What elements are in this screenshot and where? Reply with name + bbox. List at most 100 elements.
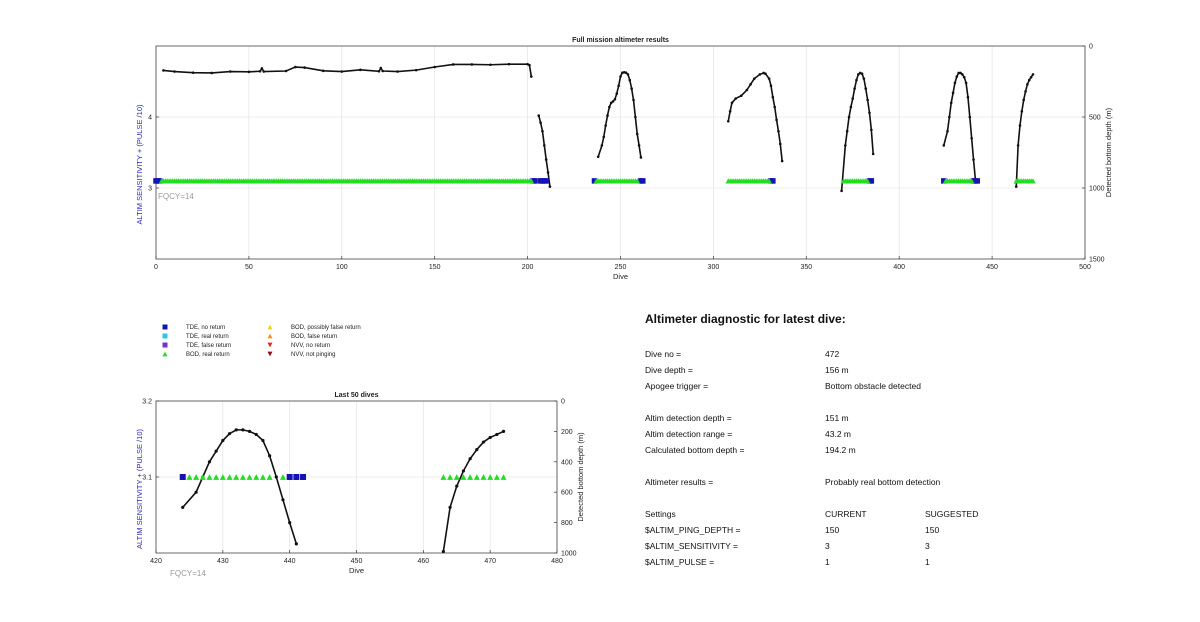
depth-point [495, 432, 499, 437]
depth-point [1022, 98, 1025, 102]
plot-frame [155, 45, 1086, 260]
depth-point [845, 129, 849, 133]
settings-header-suggested: SUGGESTED [925, 509, 979, 519]
settings-header-label: Settings [645, 509, 676, 519]
depth-point [173, 70, 176, 73]
depth-line-segment [163, 63, 533, 77]
bod-real-return-marker [493, 474, 500, 480]
depth-point [258, 69, 262, 73]
legend-bod-false-return-marker [267, 333, 273, 339]
depth-point [857, 73, 860, 76]
legend-bod-possibly-false-return-marker [267, 324, 273, 330]
depth-point [758, 73, 762, 76]
tde-no-return-marker [532, 178, 538, 184]
depth-point [539, 121, 542, 124]
x-tick-label: 250 [615, 264, 627, 271]
depth-point [541, 129, 544, 133]
diag-label-results: Altimeter results = [645, 477, 714, 487]
depth-point [726, 119, 730, 123]
bod-real-return-marker [480, 474, 487, 480]
depth-point [1018, 124, 1022, 127]
depth-point [448, 505, 452, 509]
x-tick-label: 430 [217, 558, 229, 565]
depth-point [611, 100, 615, 103]
y-right-tick-label: 1000 [1089, 186, 1105, 193]
depth-point [340, 70, 344, 73]
diag-label-detection-depth: Altim detection depth = [645, 413, 732, 423]
x-tick-label: 0 [154, 264, 158, 271]
depth-point [866, 98, 869, 102]
depth-point [855, 78, 858, 82]
depth-point [964, 81, 968, 85]
x-tick-label: 350 [800, 264, 812, 271]
depth-point [207, 460, 212, 464]
depth-point [617, 84, 620, 88]
diag-label-bottom-depth: Calculated bottom depth = [645, 445, 745, 455]
depth-point [546, 171, 550, 174]
depth-point [1014, 185, 1018, 188]
setting-ping-depth-suggested: 150 [925, 525, 940, 535]
depth-point [528, 63, 531, 67]
depth-point [1026, 83, 1029, 86]
tde-no-return-marker [591, 178, 598, 184]
depth-point [194, 490, 198, 494]
y-left-axis-label: ALTIM SENSITIVITY + (PULSE /10) [135, 429, 144, 549]
bod-real-return-marker [500, 474, 507, 480]
depth-point [162, 69, 165, 72]
depth-point [227, 432, 232, 436]
x-tick-label: 150 [429, 264, 441, 271]
depth-point [191, 71, 195, 74]
legend-label: BOD, possibly false return [291, 325, 361, 331]
settings-header-current: CURRENT [825, 509, 867, 519]
bod-real-return-marker [199, 474, 206, 480]
depth-point [840, 189, 843, 193]
depth-point [608, 105, 611, 109]
depth-point [953, 81, 957, 85]
depth-point [379, 66, 383, 70]
diag-value-dive-depth: 156 m [825, 365, 849, 375]
depth-point [548, 185, 552, 188]
x-tick-label: 440 [284, 558, 296, 565]
depth-point [1031, 73, 1035, 76]
depth-point [966, 95, 970, 99]
setting-pulse-label: $ALTIM_PULSE = [645, 557, 715, 567]
depth-point [780, 159, 784, 163]
legend-label: NVV, no return [291, 343, 330, 349]
x-tick-label: 400 [893, 264, 905, 271]
depth-point [455, 484, 459, 488]
depth-point [210, 71, 214, 75]
setting-sensitivity-label: $ALTIM_SENSITIVITY = [645, 541, 738, 551]
depth-point [475, 448, 479, 452]
depth-point [870, 128, 873, 132]
top-chart: 0 50 100 150 200 250 300 350 400 450 500 3 4 0 500 1000… [135, 37, 1113, 281]
depth-point [624, 71, 628, 74]
depth-point [771, 95, 775, 99]
depth-point [1027, 78, 1031, 82]
bod-real-return-marker [467, 474, 474, 480]
depth-point [501, 429, 506, 433]
depth-point [634, 115, 637, 119]
legend-label: NVV, not pinging [291, 352, 335, 358]
depth-point [959, 71, 962, 75]
depth-point [862, 77, 866, 80]
bod-real-return-marker [233, 474, 240, 480]
depth-point [247, 70, 251, 74]
altimeter-diagnostic-panel: Altimeter diagnostic for latest dive: Di… [645, 312, 1185, 570]
depth-point [481, 440, 486, 444]
depth-point [961, 73, 964, 76]
depth-point [632, 98, 635, 102]
depth-point [600, 144, 604, 147]
bod-real-return-marker [266, 474, 273, 480]
bod-real-return-marker [253, 474, 260, 480]
depth-point [602, 135, 606, 139]
legend-tde-real-return-marker [162, 333, 168, 339]
x-tick-label: 450 [351, 558, 363, 565]
bod-real-return-marker [239, 474, 246, 480]
tde-no-return-marker [868, 178, 875, 184]
depth-point [537, 114, 541, 117]
tde-no-return-marker [941, 178, 947, 184]
depth-point [1016, 144, 1020, 147]
y-right-tick-label: 1500 [1089, 257, 1105, 264]
bod-real-return-marker [473, 474, 480, 480]
